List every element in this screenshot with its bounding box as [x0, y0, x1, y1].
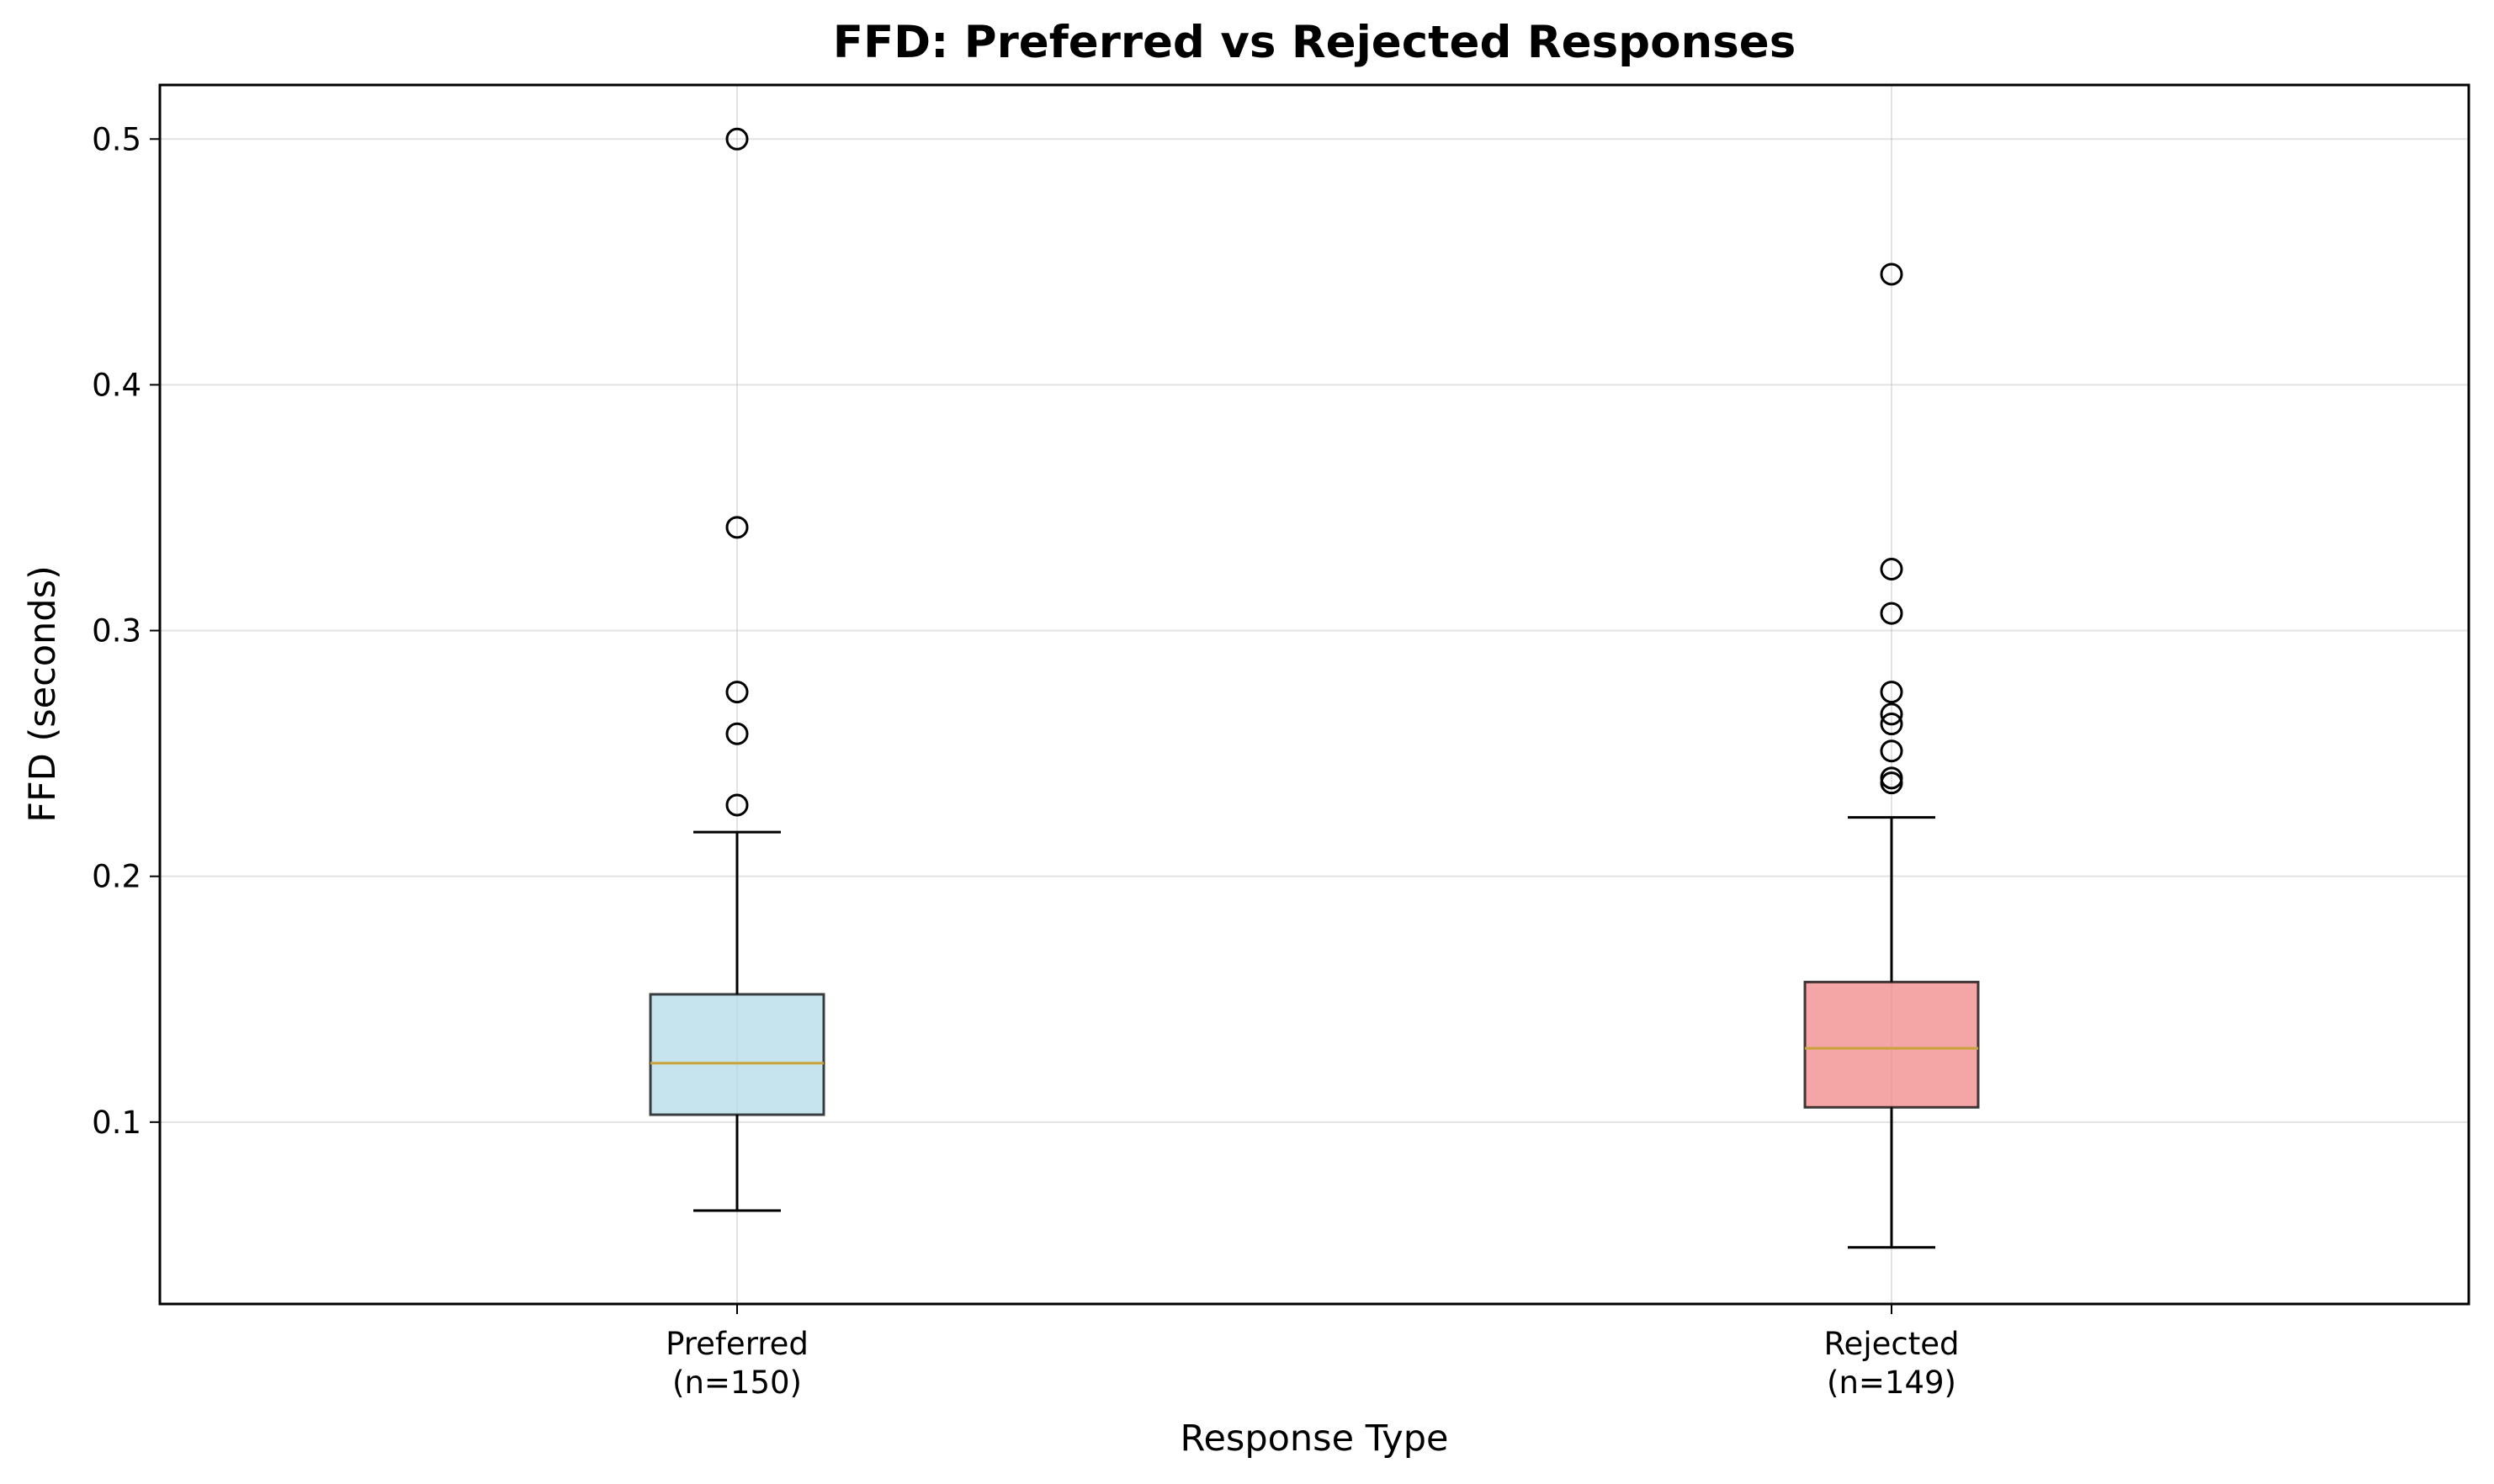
outlier-point: [725, 681, 749, 704]
y-axis-label: FFD (seconds): [22, 565, 64, 823]
outlier-point: [1880, 739, 1903, 763]
y-tick-label: 0.4: [92, 367, 141, 403]
outlier-point: [725, 516, 749, 539]
x-axis-label: Response Type: [1181, 1418, 1449, 1460]
outlier-point: [725, 127, 749, 151]
outlier-point: [1880, 766, 1903, 790]
x-tick-label: Preferred: [666, 1326, 809, 1362]
plot-area-frame: [158, 83, 2470, 1306]
outlier-point: [725, 793, 749, 817]
x-tick-label-count: (n=149): [1827, 1365, 1956, 1401]
outlier-point: [1880, 702, 1903, 726]
box-fill: [650, 994, 824, 1116]
box-outline: [649, 993, 825, 1116]
outlier-point: [1880, 713, 1903, 736]
y-tick-label: 0.5: [92, 121, 141, 157]
y-tick-label: 0.3: [92, 613, 141, 649]
box-fill: [1805, 982, 1978, 1108]
outlier-point: [1880, 602, 1903, 625]
y-tick-label: 0.1: [92, 1105, 141, 1141]
box-plot-preferred: [649, 127, 825, 1212]
outlier-point: [1880, 558, 1903, 581]
box-plot-rejected: [1803, 262, 1980, 1249]
outlier-point: [725, 722, 749, 745]
box-outline: [1803, 980, 1980, 1109]
outlier-point: [1880, 681, 1903, 704]
chart-title: FFD: Preferred vs Rejected Responses: [833, 17, 1796, 68]
outlier-point: [1880, 262, 1903, 286]
x-tick-label: Rejected: [1824, 1326, 1960, 1362]
y-axis: 0.1 0.2 0.3 0.4 0.5: [92, 121, 160, 1141]
x-axis: Preferred(n=150) Rejected(n=149): [666, 1304, 1959, 1401]
x-tick-label-count: (n=150): [672, 1365, 802, 1401]
box-plots: [649, 127, 1980, 1249]
grid-lines: [160, 85, 2469, 1304]
y-tick-label: 0.2: [92, 859, 141, 895]
